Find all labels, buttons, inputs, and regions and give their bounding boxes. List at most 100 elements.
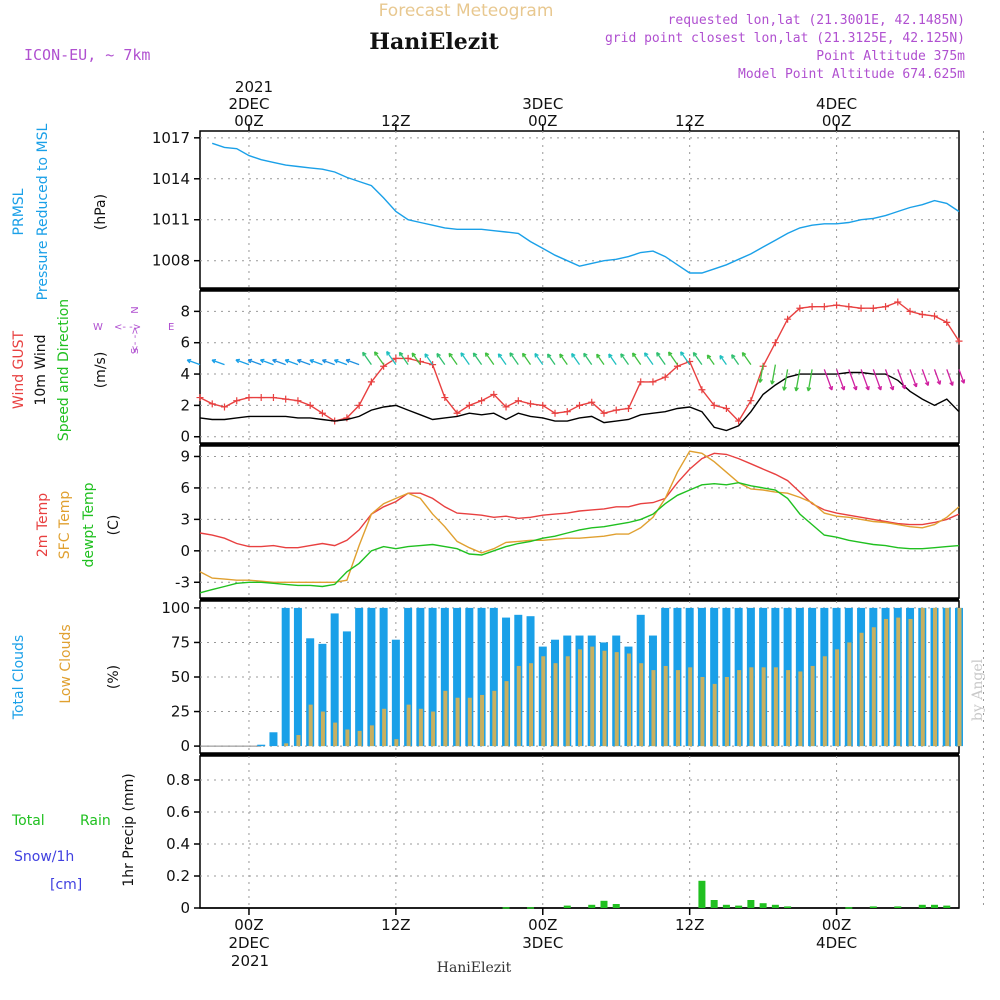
precip-ytick-label: 0.4 — [166, 835, 190, 853]
gust-marker — [894, 298, 902, 306]
pressure-panel-frame — [199, 130, 960, 289]
rain-bar — [502, 907, 510, 909]
gust-marker — [747, 397, 755, 405]
wind-direction-arrow — [211, 358, 225, 366]
low-clouds-bar — [529, 663, 534, 747]
wind-direction-arrow — [806, 369, 813, 392]
low-clouds-bar — [320, 711, 325, 747]
wind-direction-arrow — [484, 352, 495, 365]
gust-marker — [453, 409, 461, 417]
wind-direction-arrow — [509, 352, 519, 365]
top-date-label: 3DEC — [522, 95, 563, 113]
total-clouds-label: Total Clouds — [11, 635, 27, 720]
gust-marker — [882, 303, 890, 311]
wind-direction-arrow — [884, 369, 895, 391]
wind-direction-arrow — [497, 353, 507, 365]
clouds-ytick-label: 100 — [161, 599, 190, 617]
wind-direction-arrow — [224, 360, 237, 365]
precip-ytick-label: 0 — [180, 899, 190, 917]
low-clouds-bar — [871, 627, 876, 747]
temperature-ytick-label: 9 — [180, 447, 190, 465]
low-clouds-bar — [700, 677, 705, 747]
low-clouds-bar — [516, 665, 521, 747]
snow-unit-label: [cm] — [50, 877, 82, 893]
bottom-year-label: 2021 — [231, 952, 269, 970]
low-clouds-bar — [773, 667, 778, 747]
clouds-ytick-label: 75 — [171, 633, 190, 651]
gust-marker — [478, 397, 486, 405]
low-clouds-bar — [590, 646, 595, 747]
total-clouds-bar — [465, 607, 474, 747]
low-clouds-bar — [357, 730, 362, 747]
low-clouds-bar — [296, 735, 301, 747]
gust-marker — [833, 301, 841, 309]
total-clouds-bar — [489, 607, 498, 747]
wind-ytick-label: 8 — [180, 302, 190, 320]
rain-bar — [845, 907, 853, 909]
low-clouds-bar — [443, 690, 448, 747]
low-clouds-bar — [639, 663, 644, 747]
gust-marker — [465, 401, 473, 409]
wind-direction-arrow — [345, 358, 360, 366]
gust-marker — [490, 390, 498, 398]
gust-marker — [527, 400, 535, 408]
top-date-label: 2DEC — [228, 95, 269, 113]
rain-bar — [600, 900, 608, 908]
precip-unit-label: 1hr Precip (mm) — [121, 773, 137, 886]
gust-marker — [576, 401, 583, 409]
gust-marker — [845, 303, 853, 311]
low-clouds-bar — [724, 677, 729, 747]
bottom-date-label: 3DEC — [522, 934, 563, 952]
gust-marker — [306, 401, 314, 409]
wind-direction-arrow — [782, 369, 789, 391]
top-hour-label: 00Z — [528, 112, 557, 130]
low-clouds-bar — [455, 697, 460, 747]
low-clouds-bar — [810, 665, 815, 747]
gust-marker — [600, 409, 608, 417]
gust-label: Wind GUST — [11, 330, 27, 409]
low-clouds-bar — [835, 649, 840, 747]
total-clouds-bar — [318, 643, 327, 747]
temperature-ytick-label: 0 — [180, 542, 190, 560]
low-clouds-bar — [480, 694, 485, 747]
wind-direction-arrow — [631, 352, 642, 365]
temperature-ytick-label: 3 — [180, 510, 190, 528]
total-clouds-bar — [355, 607, 364, 747]
low-clouds-bar — [431, 711, 436, 747]
gust-marker — [820, 303, 828, 311]
wind-direction-arrow — [386, 350, 397, 365]
low-clouds-bar — [737, 670, 742, 747]
wind-direction-arrow — [758, 364, 764, 383]
low-clouds-bar — [369, 725, 374, 747]
gust-marker — [661, 373, 669, 381]
rain-bar — [784, 906, 792, 908]
gust-marker — [220, 403, 228, 411]
rain-bar — [735, 905, 743, 908]
gust-marker — [624, 405, 632, 413]
gust-marker — [404, 354, 412, 362]
total-clouds-bar — [306, 638, 315, 747]
low-clouds-bar — [798, 671, 803, 747]
compass-arrow-we: <- -> — [114, 322, 141, 333]
low-clouds-bar — [945, 607, 950, 747]
low-clouds-bar — [284, 743, 289, 747]
product-title: Forecast Meteogram — [379, 1, 554, 21]
low-clouds-bar — [602, 650, 607, 747]
credit-watermark: by Angel — [970, 658, 986, 721]
top-hour-label: 12Z — [381, 112, 410, 130]
gust-marker — [514, 397, 522, 405]
gust-marker — [943, 318, 951, 326]
low-clouds-bar — [859, 632, 864, 747]
wind-direction-arrow — [909, 369, 918, 388]
rain-bar — [771, 904, 779, 908]
low-clouds-bar — [614, 652, 619, 747]
temperature-ytick-label: -3 — [175, 573, 190, 591]
temperature-series-sfc-temp — [199, 450, 960, 583]
bottom-hour-label: 00Z — [822, 916, 851, 934]
gust-marker — [208, 400, 216, 408]
gust-marker — [722, 405, 730, 413]
wind-direction-arrow — [620, 353, 630, 365]
